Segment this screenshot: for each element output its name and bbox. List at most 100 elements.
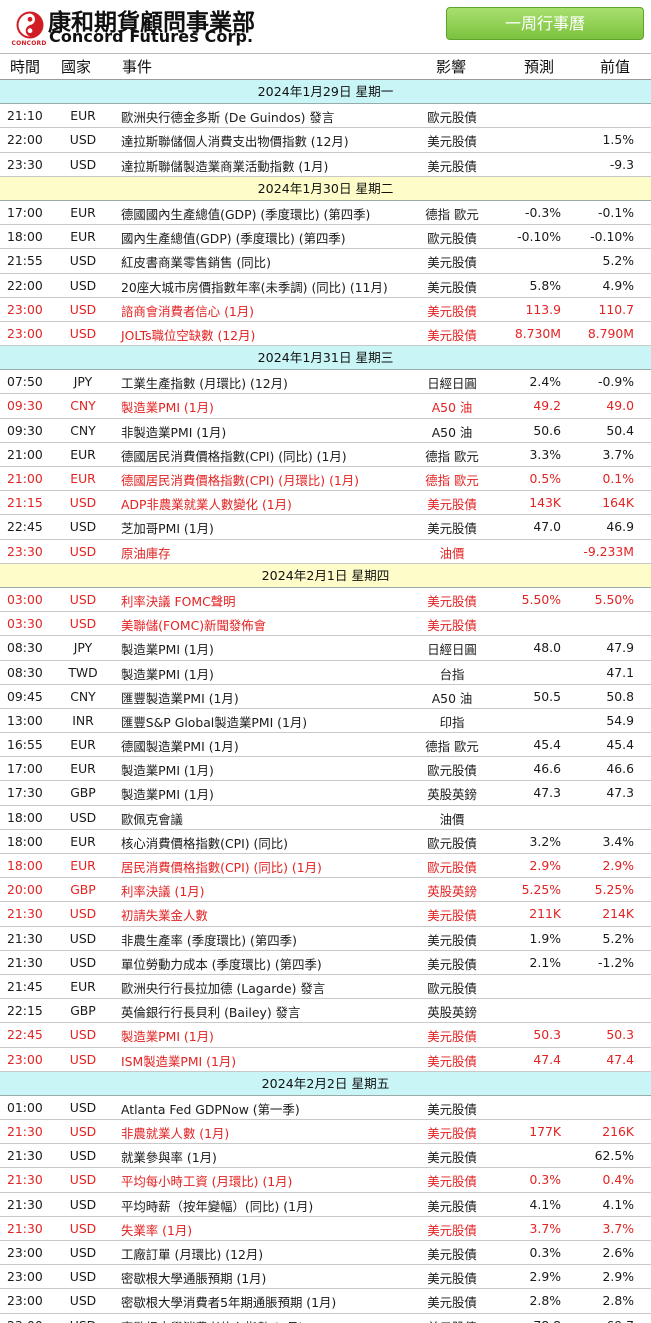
event-row: 21:00 EUR 德國居民消費價格指數(CPI) (同比) (1月) 德指 歐元 3.… bbox=[0, 443, 651, 467]
event-impact: 美元股債 bbox=[427, 618, 477, 634]
event-currency: USD bbox=[69, 1269, 97, 1285]
event-previous: 2.9% bbox=[602, 858, 634, 873]
event-name: 德國居民消費價格指數(CPI) (同比) (1月) bbox=[121, 448, 347, 464]
event-time: 23:30 bbox=[7, 543, 43, 559]
event-time: 22:45 bbox=[7, 519, 43, 535]
event-impact: 美元股債 bbox=[420, 1318, 484, 1323]
event-name: 非農生產率 (季度環比) (第四季) bbox=[121, 932, 297, 948]
event-time: 18:00 bbox=[7, 229, 43, 245]
week-title-button[interactable]: 一周行事曆 bbox=[446, 7, 644, 40]
event-name: 平均每小時工資 (月環比) (1月) bbox=[121, 1174, 293, 1190]
event-impact: 歐元股債 bbox=[427, 980, 477, 996]
event-row: 23:00 USD 密歇根大學通脹預期 (1月) 美元股債 2.9% 2.9% bbox=[0, 1265, 651, 1290]
event-time: 16:55 bbox=[7, 737, 43, 753]
event-currency: GBP bbox=[70, 785, 96, 801]
event-time: 23:00 bbox=[7, 325, 43, 341]
event-name: ISM製造業PMI (1月) bbox=[121, 1053, 237, 1069]
event-currency: TWD bbox=[68, 664, 98, 680]
event-time: 22:45 bbox=[7, 1027, 43, 1043]
event-name: 單位勞動力成本 (季度環比) (第四季) bbox=[121, 956, 322, 972]
event-previous: 5.2% bbox=[602, 930, 634, 946]
event-currency: USD bbox=[69, 591, 97, 607]
column-header-forecast: 預測 bbox=[524, 58, 555, 76]
event-name: 歐洲央行行長拉加德 (Lagarde) 發言 bbox=[121, 980, 326, 996]
event-currency: EUR bbox=[70, 761, 96, 777]
event-time: 21:55 bbox=[7, 253, 43, 269]
event-name: 密歇根大學通脹預期 (1月) bbox=[121, 1271, 267, 1287]
event-forecast: 45.4 bbox=[533, 737, 561, 753]
event-previous: 164K bbox=[602, 495, 634, 511]
event-name: 製造業PMI (1月) bbox=[121, 666, 214, 682]
event-previous: 4.9% bbox=[602, 277, 634, 293]
event-row: 22:15 GBP 英倫銀行行長貝利 (Bailey) 發言 英股英鎊 bbox=[0, 999, 651, 1024]
event-name: 利率決議 (1月) bbox=[121, 884, 205, 900]
event-row: 03:00 USD 利率決議 FOMC聲明 美元股債 5.50% 5.50% bbox=[0, 588, 651, 613]
event-row: 21:45 EUR 歐洲央行行長拉加德 (Lagarde) 發言 歐元股債 bbox=[0, 975, 651, 1000]
event-row: 23:00 USD 工廠訂單 (月環比) (12月) 美元股債 0.3% 2.6% bbox=[0, 1241, 651, 1266]
event-row: 23:00 USD 密歇根大學消費者信心指數 (1月) 美元股債 78.8 69.7 bbox=[0, 1314, 651, 1323]
event-impact: 美元股債 bbox=[427, 255, 477, 271]
event-currency: INR bbox=[72, 712, 94, 728]
event-previous: -9.3 bbox=[609, 156, 634, 172]
event-forecast: 177K bbox=[529, 1124, 561, 1140]
event-previous: 110.7 bbox=[598, 301, 634, 317]
event-previous: 8.790M bbox=[587, 325, 634, 341]
event-currency: USD bbox=[69, 1293, 97, 1309]
event-currency: USD bbox=[69, 809, 97, 825]
event-forecast: 5.25% bbox=[521, 882, 561, 898]
event-currency: USD bbox=[69, 1245, 97, 1260]
event-forecast: -0.3% bbox=[525, 204, 561, 220]
event-time: 17:00 bbox=[7, 761, 43, 777]
event-time: 09:30 bbox=[7, 398, 43, 414]
event-row: 20:00 GBP 利率決議 (1月) 英股英鎊 5.25% 5.25% bbox=[0, 878, 651, 903]
event-time: 21:30 bbox=[7, 930, 43, 946]
event-time: 08:30 bbox=[7, 640, 43, 656]
event-time: 09:30 bbox=[7, 422, 43, 438]
event-name: 芝加哥PMI (1月) bbox=[121, 521, 214, 537]
event-row: 21:55 USD 紅皮書商業零售銷售 (同比) 美元股債 5.2% bbox=[0, 249, 651, 274]
event-impact: 油價 bbox=[439, 545, 465, 561]
event-time: 21:10 bbox=[7, 108, 43, 124]
event-currency: USD bbox=[60, 1318, 106, 1323]
event-forecast: 48.0 bbox=[533, 640, 561, 656]
event-previous: 46.9 bbox=[606, 519, 634, 535]
event-previous: -0.9% bbox=[598, 374, 634, 390]
event-impact: 美元股債 bbox=[427, 1126, 477, 1142]
event-name: 達拉斯聯儲製造業商業活動指數 (1月) bbox=[121, 158, 329, 174]
event-forecast: 47.0 bbox=[533, 519, 561, 535]
event-row: 21:30 USD 失業率 (1月) 美元股債 3.7% 3.7% bbox=[0, 1217, 651, 1241]
event-previous: 50.3 bbox=[606, 1027, 634, 1043]
event-previous: 5.2% bbox=[602, 253, 634, 269]
event-impact: 美元股債 bbox=[427, 1174, 477, 1190]
event-impact: 英股英鎊 bbox=[427, 787, 477, 803]
event-row: 21:30 USD 平均時薪（按年變幅）(同比) (1月) 美元股債 4.1% 4.1% bbox=[0, 1193, 651, 1217]
event-name: 德國國內生產總值(GDP) (季度環比) (第四季) bbox=[121, 206, 371, 222]
event-time: 18:00 bbox=[7, 858, 43, 873]
event-time: 21:30 bbox=[7, 1148, 43, 1164]
event-time: 23:00 bbox=[7, 301, 43, 317]
event-row: 21:30 USD 初請失業金人數 美元股債 211K 214K bbox=[0, 902, 651, 927]
event-currency: GBP bbox=[70, 882, 96, 898]
event-forecast: 5.50% bbox=[521, 591, 561, 607]
event-impact: A50 油 bbox=[431, 424, 473, 440]
event-time: 21:30 bbox=[7, 1124, 43, 1140]
event-forecast: 78.8 bbox=[533, 1318, 561, 1323]
event-name: 紅皮書商業零售銷售 (同比) bbox=[121, 255, 271, 271]
event-previous: 62.5% bbox=[594, 1148, 634, 1164]
event-row: 23:00 USD 諮商會消費者信心 (1月) 美元股債 113.9 110.7 bbox=[0, 298, 651, 322]
column-header-time: 時間 bbox=[10, 58, 41, 76]
event-time: 22:15 bbox=[7, 1003, 43, 1019]
event-forecast: 3.2% bbox=[529, 833, 561, 849]
event-forecast: 211K bbox=[529, 906, 561, 922]
event-previous: -9.233M bbox=[583, 543, 634, 559]
event-time: 23:00 bbox=[7, 1051, 43, 1067]
event-row: 03:30 USD 美聯儲(FOMC)新聞發佈會 美元股債 bbox=[0, 612, 651, 637]
event-impact: 美元股債 bbox=[427, 1247, 477, 1262]
event-time: 21:00 bbox=[7, 471, 43, 486]
event-currency: USD bbox=[69, 930, 97, 946]
event-name: 工廠訂單 (月環比) (12月) bbox=[121, 1247, 264, 1262]
event-name: 歐佩克會議 bbox=[121, 811, 183, 827]
event-forecast: 143K bbox=[529, 495, 561, 511]
event-impact: 印指 bbox=[439, 714, 465, 730]
event-name: 製造業PMI (1月) bbox=[121, 400, 214, 416]
